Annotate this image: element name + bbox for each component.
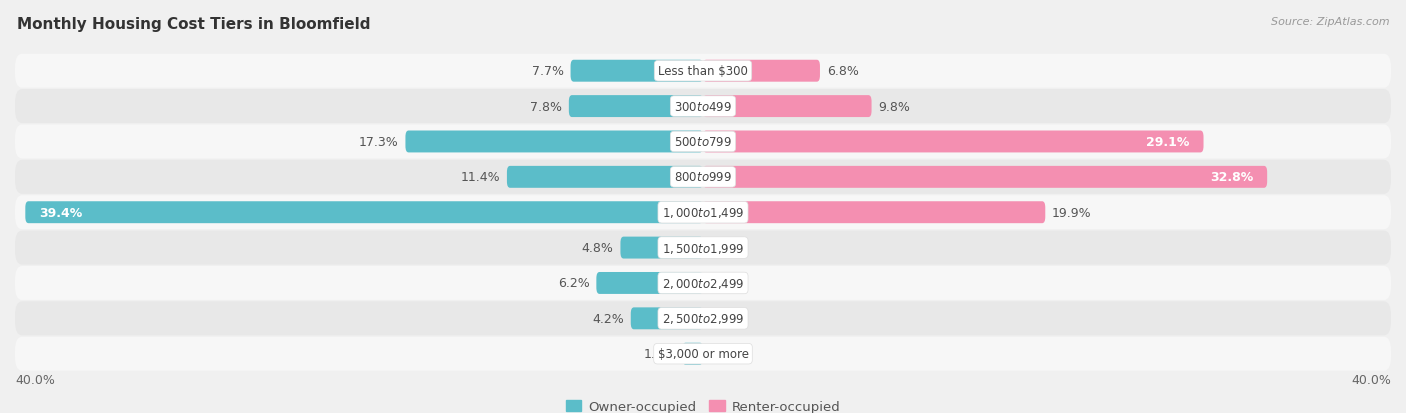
Text: 4.8%: 4.8% [582,242,613,254]
Text: $2,000 to $2,499: $2,000 to $2,499 [662,276,744,290]
Legend: Owner-occupied, Renter-occupied: Owner-occupied, Renter-occupied [560,394,846,413]
Text: 9.8%: 9.8% [879,100,910,113]
Text: Less than $300: Less than $300 [658,65,748,78]
FancyBboxPatch shape [15,90,1391,124]
Text: 17.3%: 17.3% [359,135,398,149]
FancyBboxPatch shape [25,202,703,223]
Text: 1.2%: 1.2% [644,347,675,360]
Text: $500 to $799: $500 to $799 [673,135,733,149]
FancyBboxPatch shape [15,161,1391,195]
Text: 0.0%: 0.0% [710,312,742,325]
Text: 4.2%: 4.2% [592,312,624,325]
FancyBboxPatch shape [703,202,1045,223]
Text: 39.4%: 39.4% [39,206,83,219]
FancyBboxPatch shape [571,61,703,83]
Text: $300 to $499: $300 to $499 [673,100,733,113]
Text: $1,000 to $1,499: $1,000 to $1,499 [662,206,744,220]
Text: Source: ZipAtlas.com: Source: ZipAtlas.com [1271,17,1389,26]
Text: 32.8%: 32.8% [1211,171,1253,184]
Text: 19.9%: 19.9% [1052,206,1092,219]
Text: $3,000 or more: $3,000 or more [658,347,748,360]
FancyBboxPatch shape [703,131,1204,153]
Text: 29.1%: 29.1% [1146,135,1189,149]
Text: 11.4%: 11.4% [460,171,501,184]
Text: $1,500 to $1,999: $1,500 to $1,999 [662,241,744,255]
Text: 0.0%: 0.0% [710,277,742,290]
FancyBboxPatch shape [15,196,1391,230]
FancyBboxPatch shape [15,231,1391,265]
Text: 40.0%: 40.0% [15,373,55,386]
Text: $2,500 to $2,999: $2,500 to $2,999 [662,311,744,325]
Text: $800 to $999: $800 to $999 [673,171,733,184]
FancyBboxPatch shape [15,266,1391,300]
FancyBboxPatch shape [620,237,703,259]
Text: 0.0%: 0.0% [710,347,742,360]
FancyBboxPatch shape [703,96,872,118]
FancyBboxPatch shape [405,131,703,153]
FancyBboxPatch shape [631,308,703,330]
Text: 7.7%: 7.7% [531,65,564,78]
FancyBboxPatch shape [15,55,1391,88]
FancyBboxPatch shape [596,272,703,294]
Text: 6.2%: 6.2% [558,277,589,290]
FancyBboxPatch shape [15,125,1391,159]
Text: 7.8%: 7.8% [530,100,562,113]
FancyBboxPatch shape [15,301,1391,335]
FancyBboxPatch shape [569,96,703,118]
Text: Monthly Housing Cost Tiers in Bloomfield: Monthly Housing Cost Tiers in Bloomfield [17,17,370,31]
FancyBboxPatch shape [703,61,820,83]
FancyBboxPatch shape [508,166,703,188]
FancyBboxPatch shape [703,166,1267,188]
Text: 6.8%: 6.8% [827,65,859,78]
Text: 40.0%: 40.0% [1351,373,1391,386]
Text: 0.0%: 0.0% [710,242,742,254]
FancyBboxPatch shape [15,337,1391,371]
FancyBboxPatch shape [682,343,703,365]
